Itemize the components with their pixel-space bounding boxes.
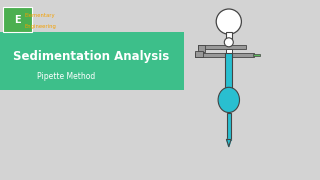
Bar (226, 31, 232, 40)
Bar (195, 51, 203, 57)
FancyBboxPatch shape (0, 32, 184, 90)
Text: Sedimentation Analysis: Sedimentation Analysis (13, 50, 169, 63)
Text: E: E (14, 15, 21, 25)
Bar (226, 49, 232, 56)
Text: Pipette Method: Pipette Method (37, 72, 95, 81)
Bar (198, 45, 246, 49)
Bar (227, 112, 231, 140)
Ellipse shape (218, 87, 239, 112)
Text: Engineering: Engineering (24, 24, 56, 29)
FancyBboxPatch shape (3, 7, 32, 32)
Text: Elementary: Elementary (25, 13, 55, 18)
Bar (195, 53, 254, 57)
Bar (198, 45, 205, 52)
Bar (253, 54, 260, 56)
Ellipse shape (216, 9, 241, 34)
Bar (225, 53, 232, 89)
Polygon shape (227, 140, 231, 147)
Ellipse shape (224, 38, 233, 47)
